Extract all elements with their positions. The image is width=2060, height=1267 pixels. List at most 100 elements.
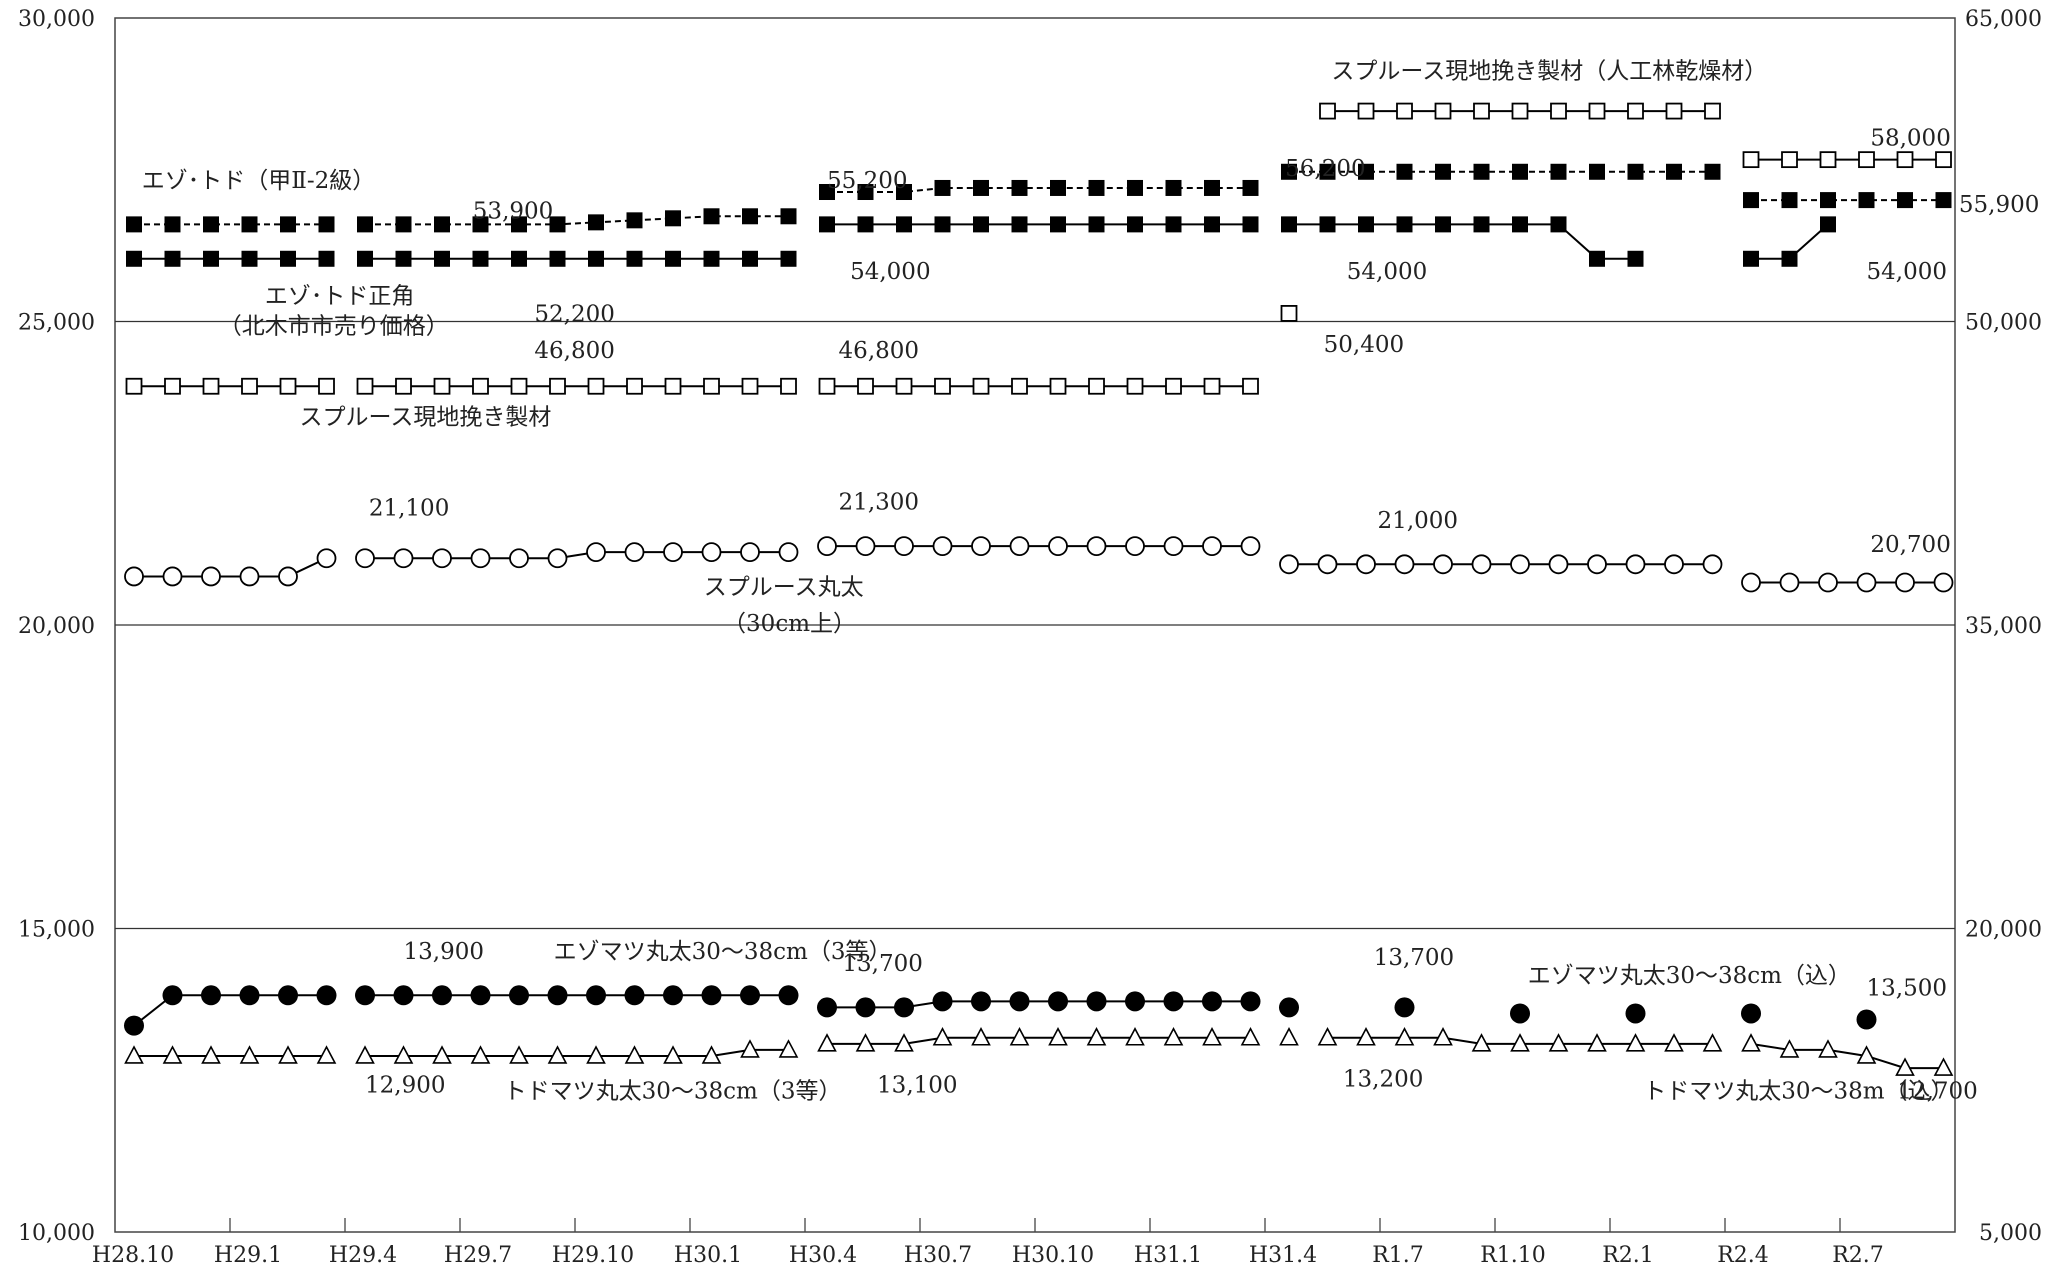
data-point — [241, 216, 258, 233]
data-point — [1394, 554, 1415, 575]
data-point — [857, 216, 874, 233]
data-point — [1086, 991, 1107, 1012]
data-point — [1009, 1027, 1030, 1046]
data-point — [1935, 192, 1952, 209]
data-point — [1163, 991, 1184, 1012]
data-point — [1473, 102, 1490, 120]
data-point — [1781, 250, 1798, 267]
data-point — [626, 377, 643, 395]
data-point — [470, 985, 491, 1006]
annotation-label: 58,000 — [1870, 125, 1950, 151]
data-point — [434, 250, 450, 267]
data-point — [279, 377, 297, 395]
data-point — [896, 184, 912, 201]
data-point — [549, 377, 566, 395]
data-point — [432, 1045, 452, 1064]
series-line — [133, 994, 327, 1027]
annotation-label: 12,900 — [365, 1072, 445, 1098]
data-point — [932, 1027, 953, 1046]
data-point — [932, 536, 953, 556]
data-point — [1279, 554, 1299, 575]
series-4 — [124, 985, 1877, 1036]
data-point — [1587, 1033, 1607, 1052]
annotation-label: エゾマツ丸太30～38cm（3等） — [554, 939, 892, 965]
data-point — [280, 216, 296, 233]
y-right-tick-label: 20,000 — [1965, 918, 2042, 943]
data-point — [432, 548, 452, 569]
data-point — [894, 536, 914, 556]
data-point — [1127, 179, 1143, 196]
annotation-label: スプルース現地挽き製材 — [300, 405, 552, 431]
data-point — [1125, 991, 1145, 1012]
data-point — [509, 548, 529, 569]
data-point — [162, 1045, 183, 1064]
data-point — [1202, 1027, 1222, 1046]
data-point — [357, 216, 373, 233]
data-point — [587, 377, 605, 395]
data-point — [819, 216, 835, 233]
data-point — [1279, 1027, 1299, 1046]
data-point — [1396, 102, 1413, 120]
data-point — [1127, 216, 1143, 233]
annotation-label: トドマツ丸太30～38m（込） — [1643, 1078, 1953, 1104]
data-point — [1818, 1039, 1838, 1058]
data-point — [1625, 554, 1646, 575]
annotation-label: （30cm上） — [723, 611, 856, 637]
data-point — [316, 548, 337, 569]
y-left-tick-label: 20,000 — [18, 614, 95, 639]
data-point — [393, 1045, 414, 1064]
data-point — [1163, 1027, 1184, 1046]
annotation-layer: エゾ･トド（甲Ⅱ-2級） 53,900 エゾ･トド正角 （北木市市売り価格） 52,20… — [142, 59, 2040, 1105]
data-point — [1512, 163, 1528, 180]
series-line — [827, 1000, 1251, 1009]
data-point — [1356, 554, 1376, 575]
data-point — [701, 985, 722, 1006]
data-point — [626, 250, 643, 267]
data-point — [894, 997, 914, 1018]
data-point — [126, 250, 142, 267]
data-point — [934, 377, 951, 395]
annotation-label: 13,200 — [1343, 1066, 1423, 1092]
data-point — [318, 216, 335, 233]
data-point — [1820, 216, 1836, 233]
data-point — [971, 1027, 991, 1046]
data-point — [1625, 1003, 1646, 1024]
data-point — [626, 212, 643, 229]
data-point — [703, 208, 720, 225]
y-right-tick-label: 65,000 — [1965, 7, 2042, 32]
data-point — [162, 566, 183, 587]
data-point — [1203, 377, 1221, 395]
data-point — [1471, 554, 1492, 575]
data-point — [1435, 163, 1451, 180]
data-point — [1009, 536, 1030, 556]
data-point — [934, 216, 951, 233]
x-tick-label: H30.4 — [789, 1243, 857, 1267]
data-point — [1818, 572, 1838, 593]
annotation-label: 46,800 — [534, 338, 614, 364]
data-point — [1126, 377, 1144, 395]
data-point — [896, 216, 912, 233]
data-point — [1088, 179, 1105, 196]
data-point — [1743, 250, 1759, 267]
x-axis: H28.10 H29.1 H29.4 H29.7 H29.10 H30.1 H30.4 H30… — [92, 1218, 1884, 1267]
x-tick-label: R1.10 — [1480, 1243, 1546, 1267]
annotation-label: 50,400 — [1324, 332, 1404, 358]
data-point — [124, 1015, 144, 1036]
x-tick-label: H28.10 — [92, 1243, 174, 1267]
data-point — [470, 1045, 491, 1064]
annotation-label: 21,000 — [1378, 508, 1458, 534]
data-point — [665, 250, 681, 267]
data-point — [202, 377, 220, 395]
data-point — [1240, 536, 1261, 556]
data-point — [1510, 1003, 1530, 1024]
data-point — [1510, 554, 1530, 575]
data-point — [355, 1045, 375, 1064]
annotation-label: 21,100 — [369, 496, 449, 522]
data-point — [1088, 216, 1105, 233]
data-point — [818, 377, 836, 395]
data-point — [1664, 1033, 1684, 1052]
annotation-label: トドマツ丸太30～38cm（3等） — [504, 1078, 842, 1104]
data-point — [1933, 1057, 1954, 1076]
series-line — [1750, 1042, 1944, 1070]
data-point — [162, 985, 183, 1006]
